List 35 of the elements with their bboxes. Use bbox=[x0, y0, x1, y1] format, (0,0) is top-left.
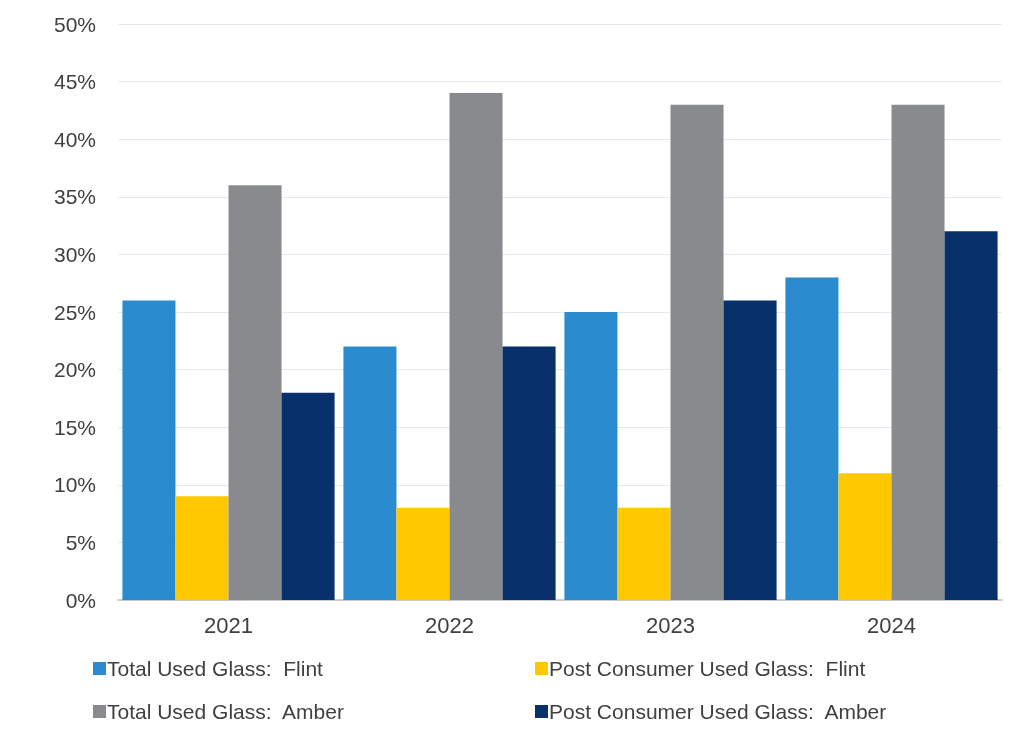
bar bbox=[449, 93, 503, 600]
bar bbox=[944, 231, 998, 600]
bar bbox=[670, 104, 724, 600]
legend-label: Total Used Glass: Amber bbox=[107, 700, 344, 723]
bar bbox=[228, 185, 282, 600]
bar bbox=[122, 300, 176, 600]
y-tick-label: 20% bbox=[53, 358, 96, 382]
y-tick-label: 25% bbox=[53, 300, 96, 324]
bar bbox=[396, 507, 450, 600]
bar bbox=[723, 300, 777, 600]
x-tick-label: 2024 bbox=[867, 612, 916, 638]
bar bbox=[502, 346, 556, 600]
x-tick-label: 2023 bbox=[646, 612, 695, 638]
bar bbox=[838, 473, 892, 600]
y-tick-label: 30% bbox=[53, 242, 96, 266]
bar bbox=[175, 496, 229, 600]
y-tick-label: 40% bbox=[53, 127, 96, 151]
bar bbox=[343, 346, 397, 600]
legend-label: Total Used Glass: Flint bbox=[107, 657, 324, 680]
bar bbox=[891, 104, 945, 600]
legend-label: Post Consumer Used Glass: Amber bbox=[549, 700, 887, 723]
x-tick-label: 2021 bbox=[204, 612, 253, 638]
bar bbox=[281, 392, 335, 600]
y-tick-label: 15% bbox=[53, 415, 96, 439]
legend-label: Post Consumer Used Glass: Flint bbox=[549, 657, 866, 680]
y-tick-label: 10% bbox=[53, 473, 96, 497]
y-tick-label: 5% bbox=[65, 530, 96, 554]
y-tick-label: 35% bbox=[53, 185, 96, 209]
y-tick-label: 0% bbox=[65, 588, 96, 612]
bar bbox=[617, 507, 671, 600]
bar bbox=[564, 312, 618, 600]
x-tick-label: 2022 bbox=[425, 612, 474, 638]
y-tick-label: 45% bbox=[53, 70, 96, 94]
y-tick-label: 50% bbox=[53, 12, 96, 36]
bar bbox=[785, 277, 839, 600]
